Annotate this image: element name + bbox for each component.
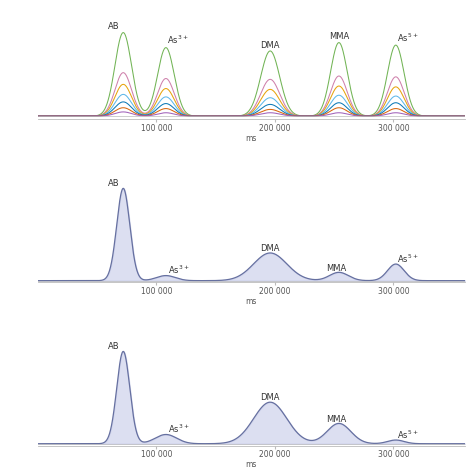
Text: DMA: DMA [260,41,280,50]
Text: As$^{5+}$: As$^{5+}$ [397,252,419,264]
X-axis label: ms: ms [246,134,257,143]
Text: MMA: MMA [327,415,346,424]
X-axis label: ms: ms [246,460,257,469]
Text: As$^{3+}$: As$^{3+}$ [168,423,190,435]
Text: As$^{3+}$: As$^{3+}$ [167,34,189,46]
Text: MMA: MMA [329,32,349,41]
Text: As$^{5+}$: As$^{5+}$ [397,31,419,44]
X-axis label: ms: ms [246,297,257,306]
Text: DMA: DMA [260,244,280,253]
Text: AB: AB [108,342,119,351]
Text: DMA: DMA [260,393,280,402]
Text: As$^{5+}$: As$^{5+}$ [397,428,419,441]
Text: AB: AB [108,179,119,188]
Text: MMA: MMA [327,264,346,273]
Text: As$^{3+}$: As$^{3+}$ [168,264,190,276]
Text: AB: AB [108,22,119,31]
